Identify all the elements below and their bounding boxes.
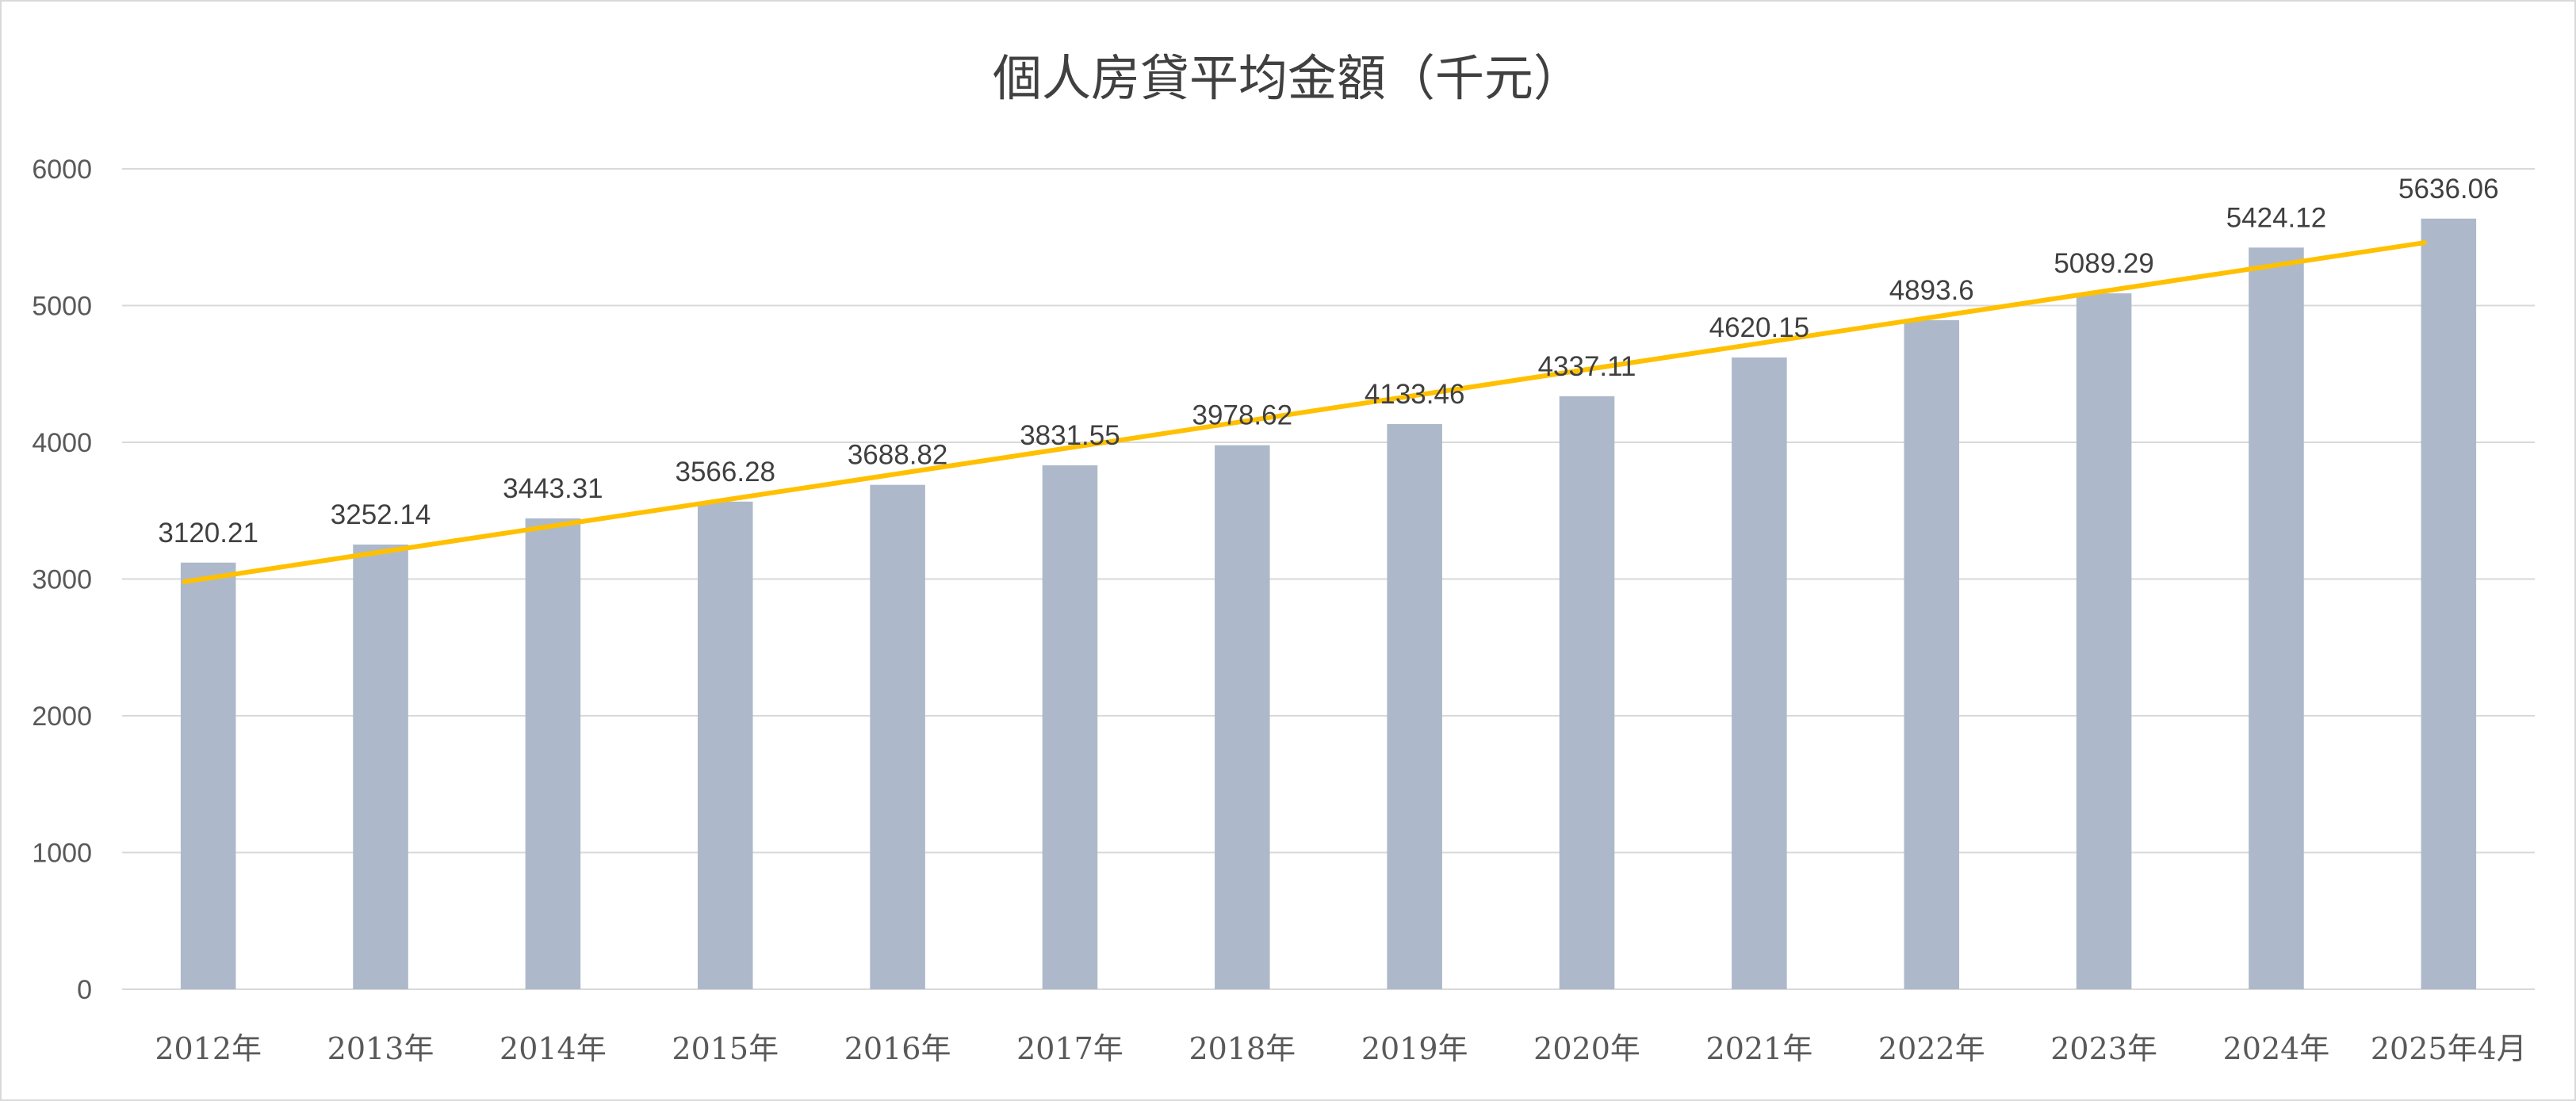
y-tick-label-4000: 4000 (32, 428, 92, 458)
x-tick-label-6: 2018年 (1188, 1031, 1296, 1066)
x-tick-label-8: 2020年 (1533, 1031, 1640, 1066)
data-label-3: 3566.28 (675, 457, 775, 487)
bar-10 (1904, 319, 1960, 989)
bar-12 (2249, 247, 2304, 989)
data-label-0: 3120.21 (158, 518, 258, 549)
x-tick-label-11: 2023年 (2050, 1031, 2157, 1066)
x-tick-label-5: 2017年 (1016, 1031, 1123, 1066)
bar-layer (180, 218, 2477, 989)
bar-3 (697, 501, 753, 989)
bar-6 (1215, 445, 1270, 989)
trend-layer (182, 240, 2427, 584)
x-tick-label-10: 2022年 (1878, 1031, 1985, 1066)
x-tick-label-1: 2013年 (327, 1031, 434, 1066)
label-layer: 3120.21 3252.14 3443.31 3566.28 3688.82 3831.… (158, 174, 2498, 549)
y-tick-label-3000: 3000 (32, 565, 92, 595)
y-tick-label-0: 0 (77, 975, 92, 1005)
x-tick-label-0: 2012年 (155, 1031, 262, 1066)
data-label-11: 5089.29 (2054, 248, 2154, 279)
data-label-13: 5636.06 (2398, 174, 2499, 205)
bar-13 (2421, 218, 2477, 989)
data-label-8: 4337.11 (1538, 351, 1636, 382)
bar-0 (180, 562, 236, 989)
x-tick-label-9: 2021年 (1706, 1031, 1813, 1066)
y-tick-label-5000: 5000 (32, 292, 92, 322)
axis-layer: 0 1000 2000 3000 4000 5000 6000 2012年 2013年 2014年… (32, 155, 2526, 1066)
bar-7 (1387, 423, 1442, 989)
x-tick-label-12: 2024年 (2223, 1031, 2330, 1066)
bar-5 (1042, 465, 1098, 989)
y-tick-label-6000: 6000 (32, 155, 92, 185)
bar-11 (2076, 293, 2132, 989)
x-tick-label-13: 2025年4月 (2371, 1031, 2527, 1066)
chart-title: 個人房貸平均金額（千元） (993, 49, 1583, 107)
bar-9 (1732, 357, 1787, 989)
data-label-9: 4620.15 (1709, 312, 1810, 343)
bar-2 (525, 518, 581, 989)
x-tick-label-7: 2019年 (1361, 1031, 1468, 1066)
data-label-6: 3978.62 (1192, 400, 1293, 431)
y-tick-label-2000: 2000 (32, 702, 92, 732)
data-label-12: 5424.12 (2226, 202, 2327, 233)
data-label-5: 3831.55 (1020, 420, 1120, 451)
data-label-4: 3688.82 (848, 440, 948, 471)
data-label-2: 3443.31 (503, 473, 603, 504)
bar-1 (353, 545, 408, 989)
data-label-7: 4133.46 (1365, 379, 1465, 410)
x-tick-label-3: 2015年 (672, 1031, 779, 1066)
bar-4 (870, 484, 925, 989)
data-label-10: 4893.6 (1889, 275, 1974, 306)
y-tick-label-1000: 1000 (32, 839, 92, 869)
x-tick-label-2: 2014年 (500, 1031, 607, 1066)
grid-layer (122, 168, 2535, 990)
x-tick-label-4: 2016年 (844, 1031, 951, 1066)
data-label-1: 3252.14 (331, 499, 431, 530)
trendline (182, 240, 2427, 584)
bar-8 (1559, 396, 1615, 989)
